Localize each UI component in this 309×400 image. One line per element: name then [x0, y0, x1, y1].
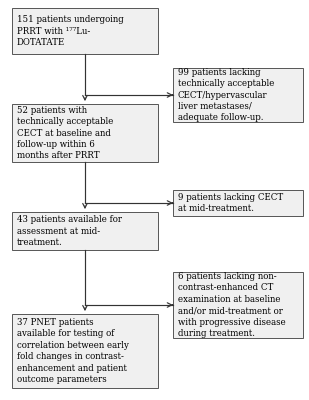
Text: 43 patients available for
assessment at mid-
treatment.: 43 patients available for assessment at …: [17, 215, 122, 247]
FancyBboxPatch shape: [12, 8, 158, 54]
Text: 52 patients with
technically acceptable
CECT at baseline and
follow-up within 6
: 52 patients with technically acceptable …: [17, 106, 113, 160]
FancyBboxPatch shape: [12, 212, 158, 250]
FancyBboxPatch shape: [173, 68, 303, 122]
Text: 151 patients undergoing
PRRT with ¹⁷⁷Lu-
DOTATATE: 151 patients undergoing PRRT with ¹⁷⁷Lu-…: [17, 15, 124, 47]
FancyBboxPatch shape: [12, 314, 158, 388]
Text: 37 PNET patients
available for testing of
correlation between early
fold changes: 37 PNET patients available for testing o…: [17, 318, 129, 384]
Text: 6 patients lacking non-
contrast-enhanced CT
examination at baseline
and/or mid-: 6 patients lacking non- contrast-enhance…: [178, 272, 286, 338]
FancyBboxPatch shape: [173, 272, 303, 338]
FancyBboxPatch shape: [173, 190, 303, 216]
Text: 9 patients lacking CECT
at mid-treatment.: 9 patients lacking CECT at mid-treatment…: [178, 193, 283, 213]
Text: 99 patients lacking
technically acceptable
CECT/hypervascular
liver metastases/
: 99 patients lacking technically acceptab…: [178, 68, 274, 122]
FancyBboxPatch shape: [12, 104, 158, 162]
